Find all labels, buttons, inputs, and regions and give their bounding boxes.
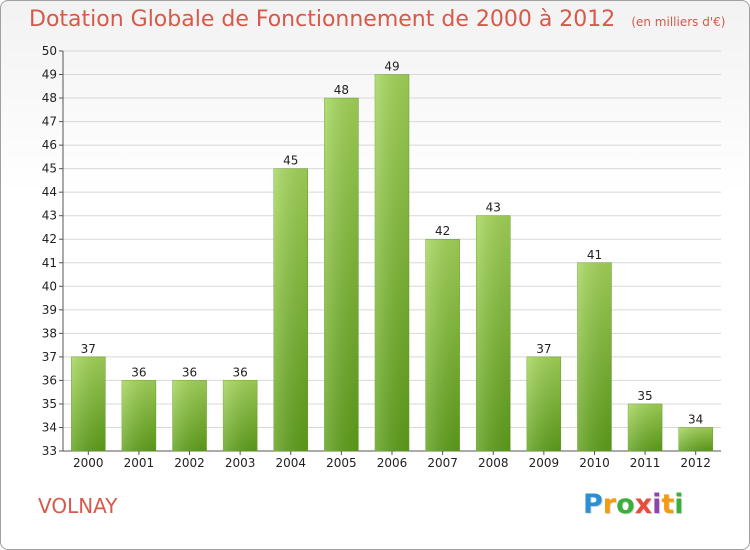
bar-shading <box>526 356 561 451</box>
x-tick-label: 2000 <box>73 456 104 470</box>
bar-shading <box>678 427 713 451</box>
bar-value-label: 37 <box>81 342 96 356</box>
y-tick-label: 46 <box>42 138 57 152</box>
logo-letter: o <box>616 489 635 520</box>
bar-value-label: 36 <box>131 365 146 379</box>
city-name: VOLNAY <box>38 494 118 518</box>
y-tick-label: 40 <box>42 279 57 293</box>
x-tick-label: 2011 <box>630 456 661 470</box>
bar-value-label: 45 <box>283 154 298 168</box>
y-axis-ticks: 33 34 35 36 37 38 39 40 41 42 43 44 45 46 47 48 49 50 <box>42 44 63 458</box>
y-tick-label: 49 <box>42 68 57 82</box>
x-tick-label: 2006 <box>377 456 408 470</box>
chart-title: Dotation Globale de Fonctionnement de 20… <box>29 7 725 32</box>
chart-title-text: Dotation Globale de Fonctionnement de 20… <box>29 7 616 32</box>
x-tick-label: 2007 <box>427 456 458 470</box>
x-tick-label: 2001 <box>124 456 155 470</box>
logo-letter: r <box>602 489 617 520</box>
y-tick-label: 43 <box>42 209 57 223</box>
bar-value-label: 36 <box>182 365 197 379</box>
y-tick-label: 39 <box>42 303 57 317</box>
bar-value-label: 34 <box>688 412 703 426</box>
y-tick-label: 44 <box>42 185 57 199</box>
x-tick-label: 2009 <box>529 456 560 470</box>
x-tick-label: 2008 <box>478 456 509 470</box>
y-tick-label: 36 <box>42 373 57 387</box>
bar-shading <box>577 262 612 451</box>
bar-value-label: 35 <box>637 389 652 403</box>
bar-shading <box>425 239 460 451</box>
bar-shading <box>172 380 207 451</box>
y-tick-label: 50 <box>42 44 57 58</box>
y-tick-label: 41 <box>42 256 57 270</box>
y-tick-label: 37 <box>42 350 57 364</box>
bar-shading <box>324 98 359 451</box>
y-tick-label: 34 <box>42 420 57 434</box>
bar-shading <box>71 356 106 451</box>
bars <box>71 74 713 452</box>
x-tick-label: 2004 <box>275 456 306 470</box>
y-tick-label: 47 <box>42 115 57 129</box>
bar-value-label: 42 <box>435 224 450 238</box>
bar-value-labels: 37 36 36 36 45 48 49 42 43 37 41 35 34 <box>81 60 704 427</box>
chart-unit: (en milliers d'€) <box>631 15 726 29</box>
y-tick-label: 42 <box>42 232 57 246</box>
bar-value-label: 43 <box>486 201 501 215</box>
bar-shading <box>273 168 308 451</box>
bar-value-label: 37 <box>536 342 551 356</box>
bar-shading <box>121 380 156 451</box>
logo-letter: i <box>674 489 684 520</box>
bar-shading <box>375 74 409 451</box>
logo-letter: x <box>634 489 653 520</box>
y-tick-label: 35 <box>42 397 57 411</box>
x-tick-label: 2003 <box>225 456 256 470</box>
x-tick-label: 2002 <box>174 456 205 470</box>
y-tick-label: 38 <box>42 326 57 340</box>
logo-letter: t <box>661 489 675 520</box>
bar-shading <box>476 215 511 451</box>
bar-value-label: 41 <box>587 248 602 262</box>
logo-letter: P <box>583 489 603 520</box>
x-tick-label: 2012 <box>680 456 711 470</box>
y-tick-label: 33 <box>42 444 57 458</box>
bar-shading <box>223 380 258 451</box>
y-tick-label: 45 <box>42 162 57 176</box>
bar-shading <box>628 403 663 451</box>
y-tick-label: 48 <box>42 91 57 105</box>
x-tick-label: 2005 <box>326 456 357 470</box>
x-tick-label: 2010 <box>579 456 610 470</box>
x-axis-ticks: 2000 2001 2002 2003 2004 2005 2006 2007 2008 2009… <box>73 451 711 470</box>
proxiti-logo: Proxiti <box>583 489 684 520</box>
bar-value-label: 36 <box>233 365 248 379</box>
bar-value-label: 49 <box>384 60 399 74</box>
logo-letter: i <box>652 489 662 520</box>
bar-value-label: 48 <box>334 83 349 97</box>
